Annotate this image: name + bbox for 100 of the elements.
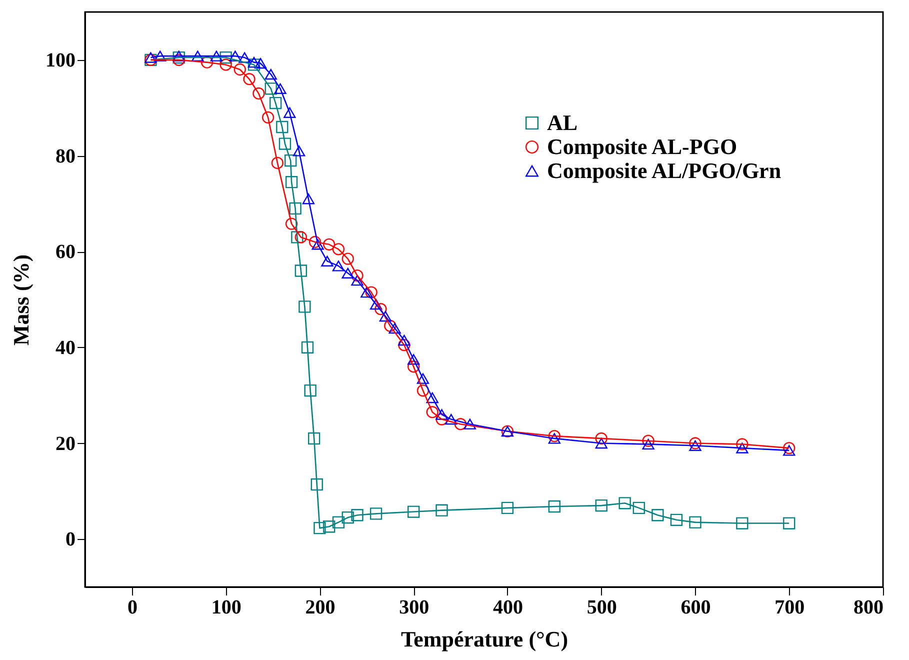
legend-label: Composite AL/PGO/Grn bbox=[547, 158, 782, 183]
point bbox=[436, 409, 448, 420]
point bbox=[342, 268, 354, 278]
point bbox=[351, 269, 364, 282]
point bbox=[360, 286, 373, 298]
y-tick-label: 100 bbox=[46, 49, 76, 72]
point bbox=[689, 516, 702, 528]
point bbox=[379, 310, 392, 322]
point bbox=[298, 300, 311, 313]
point bbox=[264, 82, 277, 95]
point bbox=[254, 58, 267, 69]
point bbox=[248, 56, 260, 68]
y-tick-label: 20 bbox=[56, 432, 76, 455]
point bbox=[642, 434, 654, 447]
x-tick-label: 100 bbox=[211, 596, 242, 618]
point bbox=[689, 437, 702, 450]
y-tick-label: 80 bbox=[56, 145, 76, 168]
legend-label: Composite AL-PGO bbox=[547, 134, 738, 159]
point bbox=[310, 478, 323, 491]
point bbox=[243, 73, 256, 86]
point bbox=[289, 202, 302, 215]
point bbox=[548, 433, 560, 444]
point bbox=[248, 58, 260, 71]
point bbox=[595, 438, 608, 449]
point bbox=[689, 440, 702, 451]
point bbox=[172, 54, 185, 66]
x-tick-label: 0 bbox=[127, 596, 138, 618]
point bbox=[426, 406, 438, 418]
point bbox=[302, 194, 315, 204]
point bbox=[292, 146, 306, 156]
point bbox=[220, 51, 232, 64]
point bbox=[308, 236, 322, 248]
point bbox=[618, 497, 631, 510]
point bbox=[200, 56, 214, 68]
legend-label: AL bbox=[547, 110, 578, 135]
point bbox=[276, 120, 288, 134]
point bbox=[210, 50, 223, 62]
point bbox=[314, 522, 326, 534]
x-tick-label: 500 bbox=[586, 596, 617, 618]
point bbox=[312, 239, 324, 250]
point bbox=[548, 500, 560, 513]
x-tick-label: 600 bbox=[680, 596, 711, 618]
x-tick-label: 300 bbox=[399, 596, 430, 618]
point bbox=[408, 506, 420, 518]
point bbox=[501, 502, 514, 514]
point bbox=[595, 499, 608, 512]
point bbox=[301, 341, 314, 354]
point bbox=[172, 50, 185, 62]
y-tick-label: 40 bbox=[56, 336, 76, 359]
point bbox=[332, 260, 345, 272]
point bbox=[365, 286, 378, 298]
point bbox=[436, 413, 448, 426]
point bbox=[144, 52, 157, 63]
point bbox=[285, 176, 298, 188]
point bbox=[670, 514, 683, 526]
point bbox=[262, 111, 274, 124]
point bbox=[229, 50, 242, 62]
point bbox=[284, 107, 296, 118]
x-tick-label: 200 bbox=[305, 596, 336, 618]
point bbox=[234, 63, 246, 76]
point bbox=[351, 509, 364, 522]
point bbox=[274, 83, 286, 94]
point bbox=[294, 231, 308, 244]
point bbox=[736, 442, 748, 454]
point bbox=[632, 502, 645, 514]
point bbox=[445, 414, 458, 425]
point bbox=[332, 243, 345, 256]
point bbox=[284, 154, 297, 167]
point bbox=[285, 218, 298, 230]
point bbox=[220, 58, 232, 71]
point bbox=[370, 298, 382, 310]
x-axis-title: Température (°C) bbox=[400, 626, 568, 652]
point bbox=[408, 360, 420, 373]
point bbox=[154, 50, 166, 62]
point bbox=[270, 96, 282, 110]
point bbox=[595, 432, 608, 445]
point bbox=[783, 445, 796, 456]
point bbox=[384, 320, 396, 332]
point bbox=[454, 418, 467, 430]
point bbox=[408, 354, 420, 365]
point bbox=[783, 442, 796, 454]
x-tick-label: 700 bbox=[774, 596, 805, 618]
point bbox=[436, 504, 448, 516]
point bbox=[548, 430, 560, 442]
point bbox=[374, 303, 387, 316]
point bbox=[332, 516, 345, 528]
point bbox=[278, 138, 292, 150]
point bbox=[351, 274, 364, 286]
point bbox=[238, 52, 251, 63]
point bbox=[294, 264, 308, 277]
point bbox=[271, 156, 284, 170]
point bbox=[398, 334, 410, 346]
point bbox=[172, 51, 185, 64]
point bbox=[308, 432, 320, 445]
point bbox=[736, 438, 748, 450]
point bbox=[291, 231, 304, 244]
point bbox=[370, 508, 382, 520]
point bbox=[642, 438, 654, 450]
point bbox=[323, 238, 336, 250]
point bbox=[321, 256, 334, 267]
